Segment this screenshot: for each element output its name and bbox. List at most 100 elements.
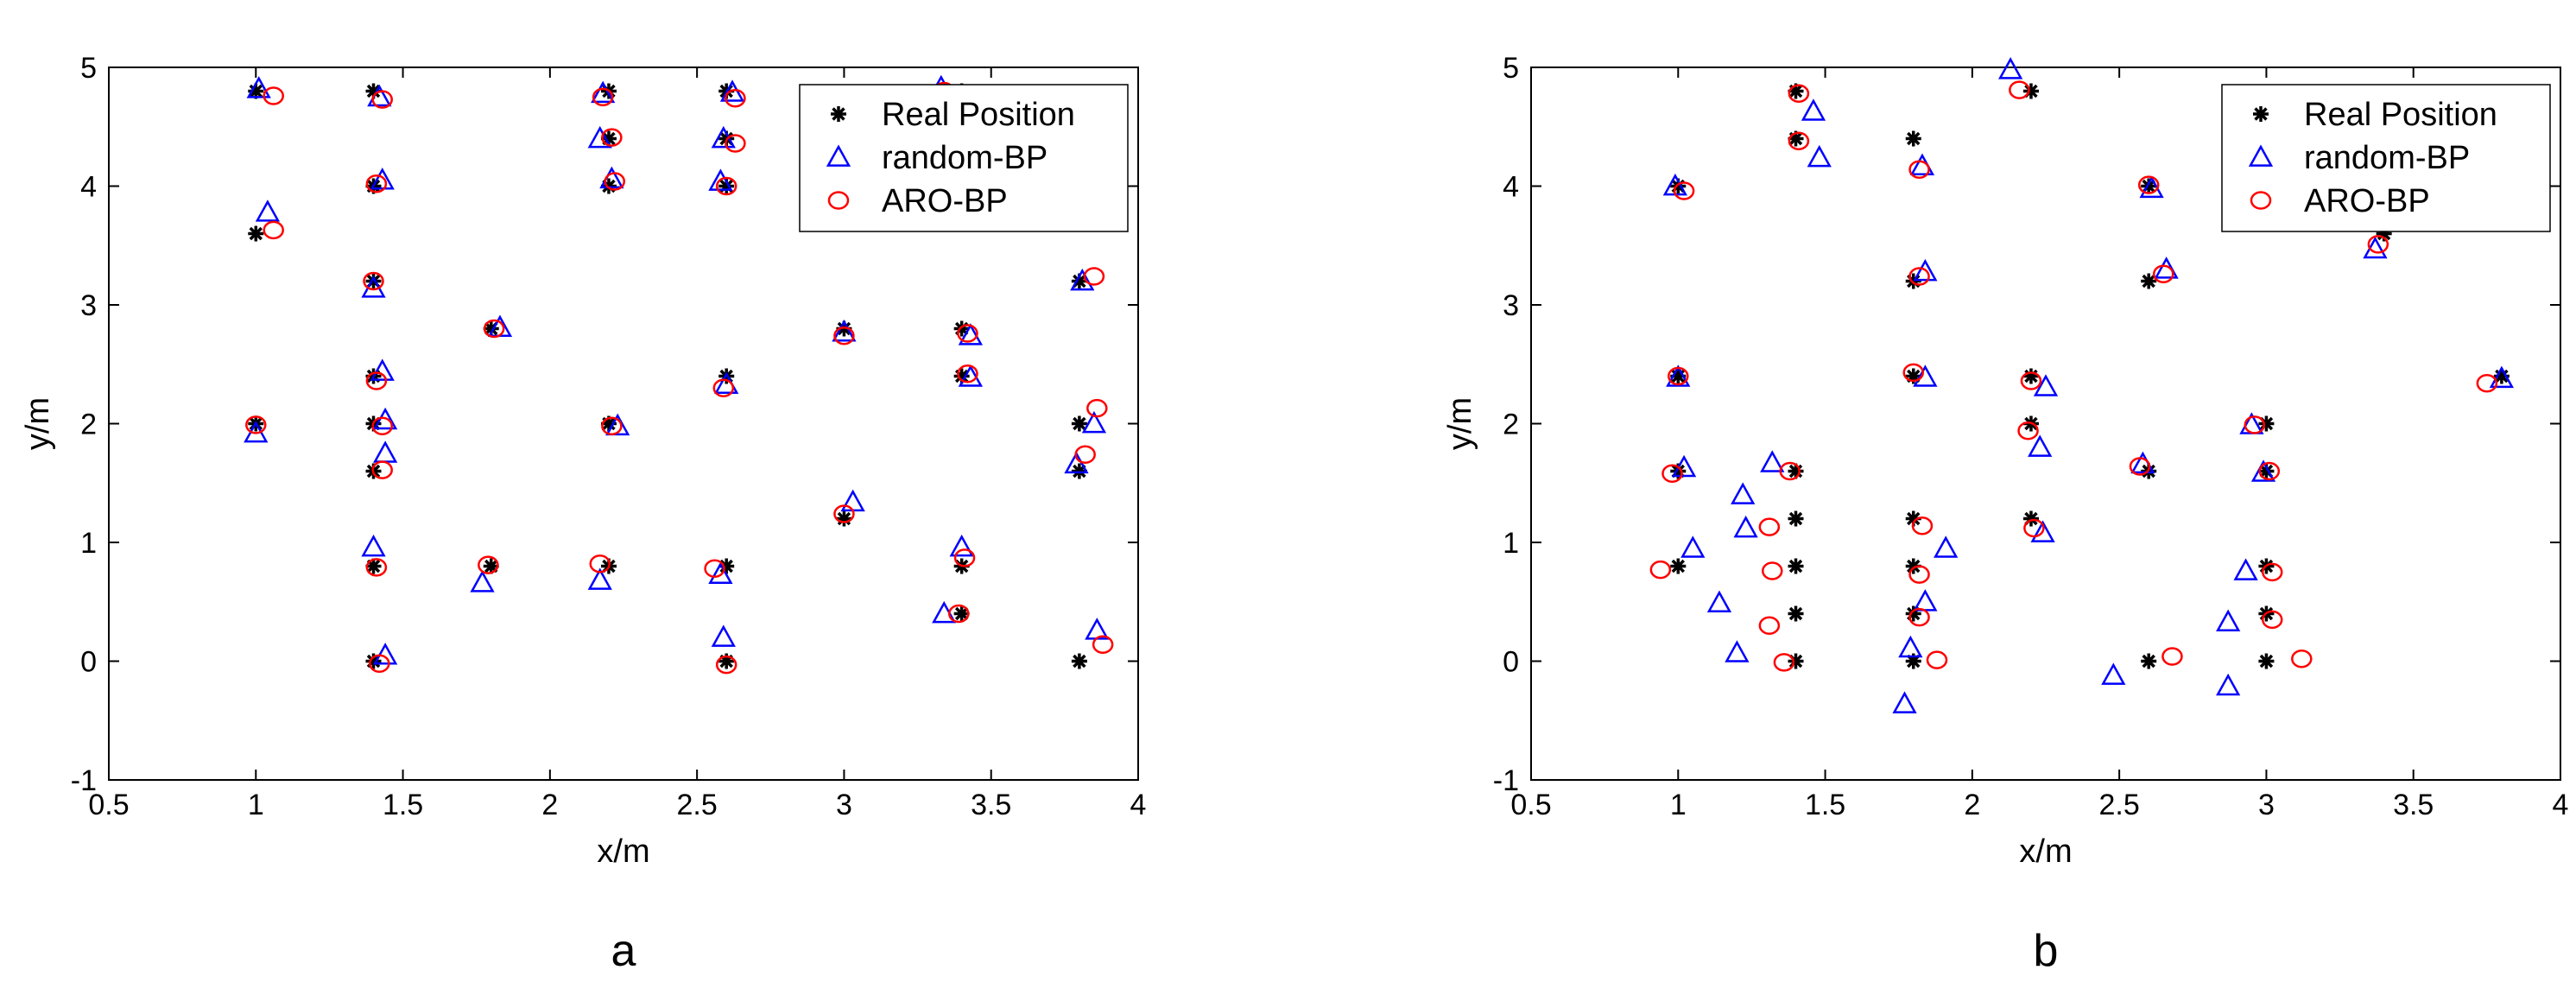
point-circle bbox=[2261, 562, 2283, 582]
point-circle bbox=[715, 655, 737, 675]
legend-entry: random-BP bbox=[882, 140, 1047, 176]
point-triangle bbox=[1801, 98, 1826, 121]
point-triangle bbox=[2030, 520, 2055, 542]
point-circle bbox=[725, 89, 746, 108]
point-circle bbox=[2129, 457, 2151, 476]
x-tick-label: 4 bbox=[2553, 789, 2569, 821]
point-asterisk bbox=[953, 320, 970, 337]
point-circle bbox=[948, 604, 970, 624]
point-circle bbox=[1673, 181, 1695, 200]
point-triangle bbox=[1070, 268, 1095, 291]
point-circle bbox=[1788, 84, 1810, 103]
point-circle bbox=[371, 460, 393, 479]
x-tick-label: 1.5 bbox=[1805, 789, 1845, 821]
point-circle bbox=[1758, 517, 1781, 536]
point-circle bbox=[263, 86, 284, 105]
point-circle bbox=[365, 558, 388, 577]
x-tick-label: 3.5 bbox=[2393, 789, 2434, 821]
point-triangle bbox=[2216, 609, 2241, 631]
point-triangle bbox=[1733, 515, 1758, 538]
point-circle bbox=[365, 371, 388, 390]
point-asterisk bbox=[1071, 415, 1087, 432]
point-circle bbox=[1911, 517, 1934, 536]
series-triangle bbox=[1662, 57, 2515, 713]
legend: Real Position random-BP ARO-BP bbox=[799, 84, 1129, 232]
point-circle bbox=[2244, 415, 2266, 434]
point-triangle bbox=[370, 168, 395, 190]
point-triangle bbox=[958, 323, 983, 345]
point-circle bbox=[2291, 650, 2313, 669]
point-circle bbox=[2137, 175, 2160, 194]
point-triangle bbox=[1760, 450, 1785, 472]
point-circle bbox=[371, 416, 393, 435]
point-circle bbox=[1092, 635, 1114, 654]
point-circle bbox=[1908, 565, 1930, 584]
legend-entry: Real Position bbox=[2304, 97, 2497, 133]
point-circle bbox=[957, 324, 978, 343]
point-circle bbox=[833, 504, 855, 523]
point-triangle bbox=[1706, 590, 1732, 612]
point-circle bbox=[712, 378, 735, 397]
point-triangle bbox=[1731, 482, 1756, 504]
x-tick-label: 2.5 bbox=[677, 789, 718, 821]
y-tick-label: -1 bbox=[1493, 764, 1519, 797]
point-circle bbox=[365, 174, 388, 193]
point-triangle bbox=[373, 643, 398, 665]
point-circle bbox=[725, 134, 746, 153]
point-triangle bbox=[1913, 258, 1938, 282]
point-circle bbox=[363, 271, 384, 291]
point-asterisk bbox=[836, 510, 852, 527]
point-circle bbox=[2261, 610, 2283, 630]
y-tick-label: 4 bbox=[80, 171, 97, 204]
point-triangle bbox=[1892, 691, 1917, 713]
x-tick-label: 2 bbox=[1964, 789, 1980, 821]
y-tick-label: 3 bbox=[80, 289, 97, 322]
point-triangle bbox=[1666, 364, 1691, 387]
y-tick-label: 5 bbox=[1503, 52, 1519, 85]
point-triangle bbox=[1680, 536, 1706, 558]
legend-circle-icon bbox=[827, 191, 850, 210]
point-triangle bbox=[2489, 365, 2515, 389]
point-triangle bbox=[2363, 236, 2388, 259]
point-triangle bbox=[1934, 536, 1959, 558]
point-circle bbox=[2367, 235, 2389, 254]
point-asterisk bbox=[1905, 130, 1921, 147]
y-ticks: -1 0 1 2 3 4 5 bbox=[71, 52, 1138, 797]
point-triangle bbox=[711, 624, 736, 647]
point-asterisk bbox=[2258, 653, 2275, 669]
point-asterisk bbox=[1788, 605, 1804, 622]
x-tick-label: 0.5 bbox=[1510, 789, 1551, 821]
point-circle bbox=[601, 416, 623, 435]
y-tick-label: 4 bbox=[1503, 171, 1519, 204]
legend-box bbox=[799, 84, 1129, 232]
x-tick-label: 4 bbox=[1130, 789, 1147, 821]
point-triangle bbox=[370, 358, 395, 381]
legend-entry: ARO-BP bbox=[2304, 183, 2430, 219]
legend-entry: ARO-BP bbox=[882, 183, 1008, 219]
x-tick-label: 1.5 bbox=[383, 789, 423, 821]
series-circle bbox=[245, 81, 1114, 675]
point-circle bbox=[1762, 561, 1783, 580]
y-axis-label: y/m bbox=[1442, 397, 1478, 450]
point-triangle bbox=[361, 534, 386, 557]
point-circle bbox=[1086, 398, 1108, 418]
point-circle bbox=[1908, 607, 1930, 627]
legend-entry: random-BP bbox=[2304, 140, 2470, 176]
point-circle bbox=[604, 172, 626, 191]
point-triangle bbox=[1913, 364, 1938, 387]
x-tick-label: 3 bbox=[836, 789, 852, 821]
panel-label: b bbox=[2034, 926, 2059, 976]
point-circle bbox=[715, 176, 737, 196]
x-ticks: 0.5 1 1.5 2 2.5 3 3.5 4 bbox=[88, 67, 1146, 821]
point-circle bbox=[1668, 366, 1689, 386]
point-triangle bbox=[2028, 434, 2053, 457]
point-triangle bbox=[2250, 459, 2276, 482]
legend-circle-icon bbox=[2250, 191, 2272, 210]
legend-entry: Real Position bbox=[882, 97, 1075, 133]
point-circle bbox=[592, 87, 614, 107]
point-circle bbox=[704, 559, 725, 578]
point-circle bbox=[245, 415, 267, 434]
point-triangle bbox=[587, 125, 612, 149]
point-triangle bbox=[255, 200, 281, 222]
point-triangle bbox=[1081, 410, 1107, 434]
